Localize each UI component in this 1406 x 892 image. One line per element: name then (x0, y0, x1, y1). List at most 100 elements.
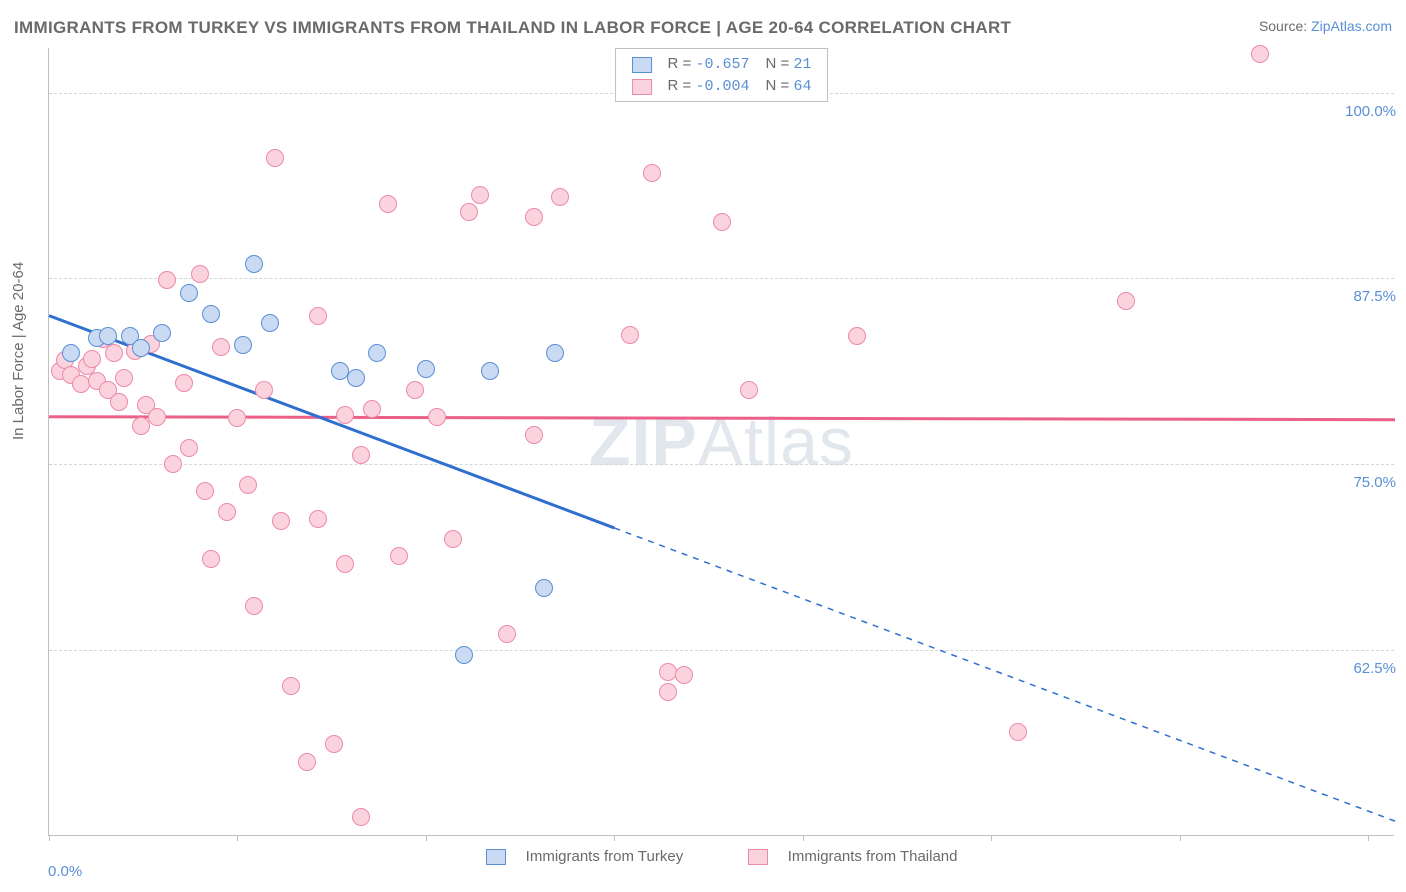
x-tick (614, 835, 615, 841)
y-tick-label: 62.5% (1353, 660, 1396, 677)
data-point-turkey (234, 336, 252, 354)
data-point-thailand (1251, 45, 1269, 63)
y-axis-label: In Labor Force | Age 20-64 (10, 262, 27, 440)
n-value-thailand: 64 (793, 78, 811, 95)
data-point-thailand (406, 381, 424, 399)
plot-area: ZIPAtlas R = -0.657 N = 21 R = -0.004 N … (48, 48, 1394, 836)
data-point-turkey (202, 305, 220, 323)
data-point-thailand (352, 808, 370, 826)
legend-correlation-box: R = -0.657 N = 21 R = -0.004 N = 64 (615, 48, 829, 102)
x-axis-origin-label: 0.0% (48, 863, 82, 880)
data-point-thailand (298, 753, 316, 771)
data-point-thailand (191, 265, 209, 283)
data-point-turkey (180, 284, 198, 302)
data-point-thailand (336, 406, 354, 424)
swatch-thailand (748, 849, 768, 865)
data-point-thailand (1117, 292, 1135, 310)
source-attribution: Source: ZipAtlas.com (1259, 18, 1392, 34)
gridline (49, 278, 1394, 279)
data-point-turkey (347, 369, 365, 387)
data-point-thailand (164, 455, 182, 473)
watermark: ZIPAtlas (589, 403, 854, 481)
data-point-turkey (535, 579, 553, 597)
data-point-thailand (218, 503, 236, 521)
data-point-thailand (444, 530, 462, 548)
data-point-thailand (239, 476, 257, 494)
legend-series: Immigrants from Turkey Immigrants from T… (477, 847, 965, 865)
data-point-thailand (72, 375, 90, 393)
x-tick (803, 835, 804, 841)
data-point-thailand (115, 369, 133, 387)
data-point-thailand (471, 186, 489, 204)
data-point-thailand (180, 439, 198, 457)
x-tick (1180, 835, 1181, 841)
source-label: Source: (1259, 18, 1311, 34)
gridline (49, 650, 1394, 651)
swatch-turkey (632, 57, 652, 73)
data-point-thailand (255, 381, 273, 399)
swatch-thailand (632, 79, 652, 95)
series-label-turkey: Immigrants from Turkey (526, 848, 684, 865)
n-value-turkey: 21 (793, 56, 811, 73)
data-point-thailand (525, 426, 543, 444)
data-point-thailand (175, 374, 193, 392)
r-value-turkey: -0.657 (695, 56, 749, 73)
x-tick (1368, 835, 1369, 841)
data-point-thailand (309, 307, 327, 325)
data-point-thailand (325, 735, 343, 753)
r-value-thailand: -0.004 (695, 78, 749, 95)
data-point-turkey (62, 344, 80, 362)
data-point-thailand (390, 547, 408, 565)
data-point-thailand (110, 393, 128, 411)
data-point-thailand (363, 400, 381, 418)
data-point-thailand (272, 512, 290, 530)
data-point-thailand (659, 683, 677, 701)
legend-row-turkey: R = -0.657 N = 21 (624, 53, 820, 75)
data-point-turkey (261, 314, 279, 332)
data-point-thailand (336, 555, 354, 573)
data-point-thailand (105, 344, 123, 362)
data-point-turkey (132, 339, 150, 357)
legend-row-thailand: R = -0.004 N = 64 (624, 75, 820, 97)
data-point-turkey (546, 344, 564, 362)
gridline (49, 464, 1394, 465)
n-label: N = (766, 55, 794, 72)
r-label: R = (668, 55, 696, 72)
data-point-thailand (196, 482, 214, 500)
r-label: R = (668, 77, 696, 94)
data-point-thailand (643, 164, 661, 182)
data-point-thailand (675, 666, 693, 684)
data-point-turkey (481, 362, 499, 380)
data-point-thailand (659, 663, 677, 681)
data-point-thailand (379, 195, 397, 213)
data-point-thailand (245, 597, 263, 615)
y-tick-label: 100.0% (1345, 103, 1396, 120)
data-point-thailand (202, 550, 220, 568)
data-point-thailand (460, 203, 478, 221)
data-point-thailand (282, 677, 300, 695)
x-tick (426, 835, 427, 841)
data-point-thailand (713, 213, 731, 231)
x-tick (991, 835, 992, 841)
data-point-turkey (417, 360, 435, 378)
source-link[interactable]: ZipAtlas.com (1311, 18, 1392, 34)
data-point-thailand (158, 271, 176, 289)
data-point-thailand (266, 149, 284, 167)
data-point-thailand (525, 208, 543, 226)
watermark-text-a: ZIP (589, 404, 698, 480)
chart-title: IMMIGRANTS FROM TURKEY VS IMMIGRANTS FRO… (14, 18, 1011, 38)
x-tick (237, 835, 238, 841)
data-point-thailand (551, 188, 569, 206)
data-point-thailand (228, 409, 246, 427)
data-point-turkey (153, 324, 171, 342)
regression-lines (49, 48, 1394, 835)
data-point-turkey (455, 646, 473, 664)
n-label: N = (766, 77, 794, 94)
data-point-thailand (428, 408, 446, 426)
data-point-thailand (848, 327, 866, 345)
data-point-turkey (245, 255, 263, 273)
data-point-thailand (148, 408, 166, 426)
data-point-thailand (83, 350, 101, 368)
data-point-thailand (1009, 723, 1027, 741)
series-label-thailand: Immigrants from Thailand (788, 848, 958, 865)
